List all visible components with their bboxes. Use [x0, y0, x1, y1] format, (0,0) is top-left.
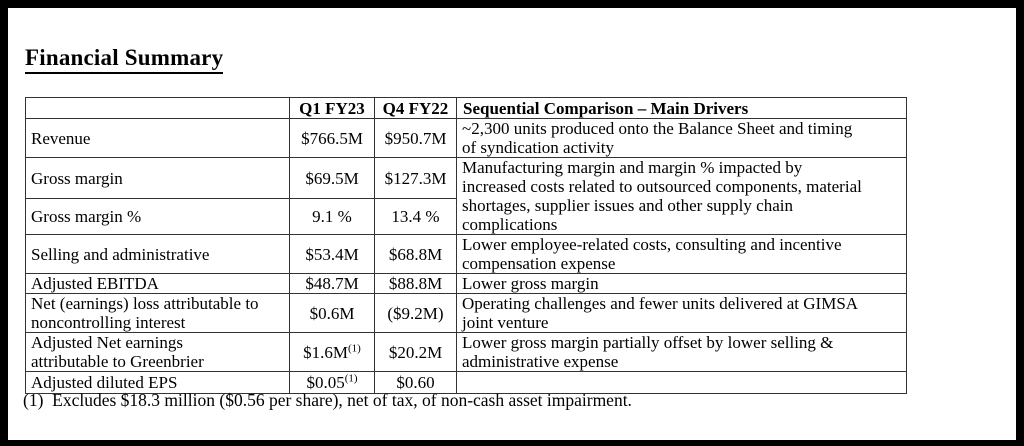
q4-value: ($9.2M) — [374, 293, 457, 333]
q4-value: 13.4 % — [374, 198, 457, 235]
financial-summary-table: Q1 FY23 Q4 FY22 Sequential Comparison – … — [25, 97, 907, 394]
driver-text: Lower gross margin partially offset by l… — [456, 332, 907, 372]
driver-text: ~2,300 units produced onto the Balance S… — [456, 118, 907, 158]
header-metric — [25, 97, 290, 119]
footnote-marker: (1) — [348, 341, 361, 354]
q1-value: $53.4M — [289, 234, 375, 274]
table-row-net-earnings-noncontrolling: Net (earnings) loss attributable to nonc… — [25, 293, 907, 333]
q1-value: 9.1 % — [289, 198, 375, 235]
driver-text: Manufacturing margin and margin % impact… — [456, 157, 907, 235]
q4-value: $20.2M — [374, 332, 457, 372]
table-row-gross-margin-pct: Gross margin % 9.1 % 13.4 % — [25, 198, 907, 235]
driver-text: Operating challenges and fewer units del… — [456, 293, 907, 333]
row-label: Adjusted diluted EPS — [25, 371, 290, 394]
document-page: Financial Summary Q1 FY23 Q4 FY22 Sequen… — [8, 8, 1016, 440]
row-label: Gross margin — [25, 156, 290, 200]
header-q1-fy23: Q1 FY23 — [289, 97, 375, 119]
table-row-selling-admin: Selling and administrative $53.4M $68.8M… — [25, 234, 907, 274]
table-header-row: Q1 FY23 Q4 FY22 Sequential Comparison – … — [25, 97, 907, 119]
table-row-adjusted-diluted-eps: Adjusted diluted EPS $0.05(1) $0.60 — [25, 371, 907, 394]
q4-value: $127.3M — [374, 156, 457, 200]
q1-value-text: $0.05 — [306, 373, 345, 392]
header-q4-fy22: Q4 FY22 — [374, 97, 457, 119]
header-main-drivers: Sequential Comparison – Main Drivers — [456, 97, 907, 119]
driver-text: Lower gross margin — [456, 273, 907, 294]
q4-value: $88.8M — [374, 273, 457, 294]
page-title: Financial Summary — [25, 45, 224, 74]
q4-value: $0.60 — [374, 371, 457, 394]
q1-value: $766.5M — [289, 118, 375, 158]
driver-text: Lower employee-related costs, consulting… — [456, 234, 907, 274]
footnote-marker: (1) — [344, 372, 358, 385]
row-label: Adjusted EBITDA — [25, 273, 290, 294]
table-row-adjusted-net-earnings: Adjusted Net earnings attributable to Gr… — [25, 332, 907, 372]
driver-text — [456, 371, 907, 394]
row-label: Adjusted Net earnings attributable to Gr… — [25, 332, 290, 372]
table-row-revenue: Revenue $766.5M $950.7M ~2,300 units pro… — [25, 118, 907, 158]
row-label: Gross margin % — [25, 198, 290, 235]
table-row-adjusted-ebitda: Adjusted EBITDA $48.7M $88.8M Lower gros… — [25, 273, 907, 294]
row-label: Selling and administrative — [25, 234, 290, 274]
q1-value: $69.5M — [289, 156, 375, 200]
footnote: (1) Excludes $18.3 million ($0.56 per sh… — [23, 390, 632, 410]
q4-value: $950.7M — [374, 118, 457, 158]
q1-value: $1.6M(1) — [289, 332, 375, 372]
table-row-gross-margin: Gross margin $69.5M $127.3M Manufacturin… — [25, 156, 907, 235]
row-label: Revenue — [25, 118, 290, 158]
row-label: Net (earnings) loss attributable to nonc… — [25, 293, 290, 333]
q1-value-text: $1.6M — [303, 342, 349, 362]
q1-value: $0.05(1) — [289, 371, 375, 394]
q4-value: $68.8M — [374, 234, 457, 274]
q1-value: $0.6M — [289, 293, 375, 333]
q1-value: $48.7M — [289, 273, 375, 294]
